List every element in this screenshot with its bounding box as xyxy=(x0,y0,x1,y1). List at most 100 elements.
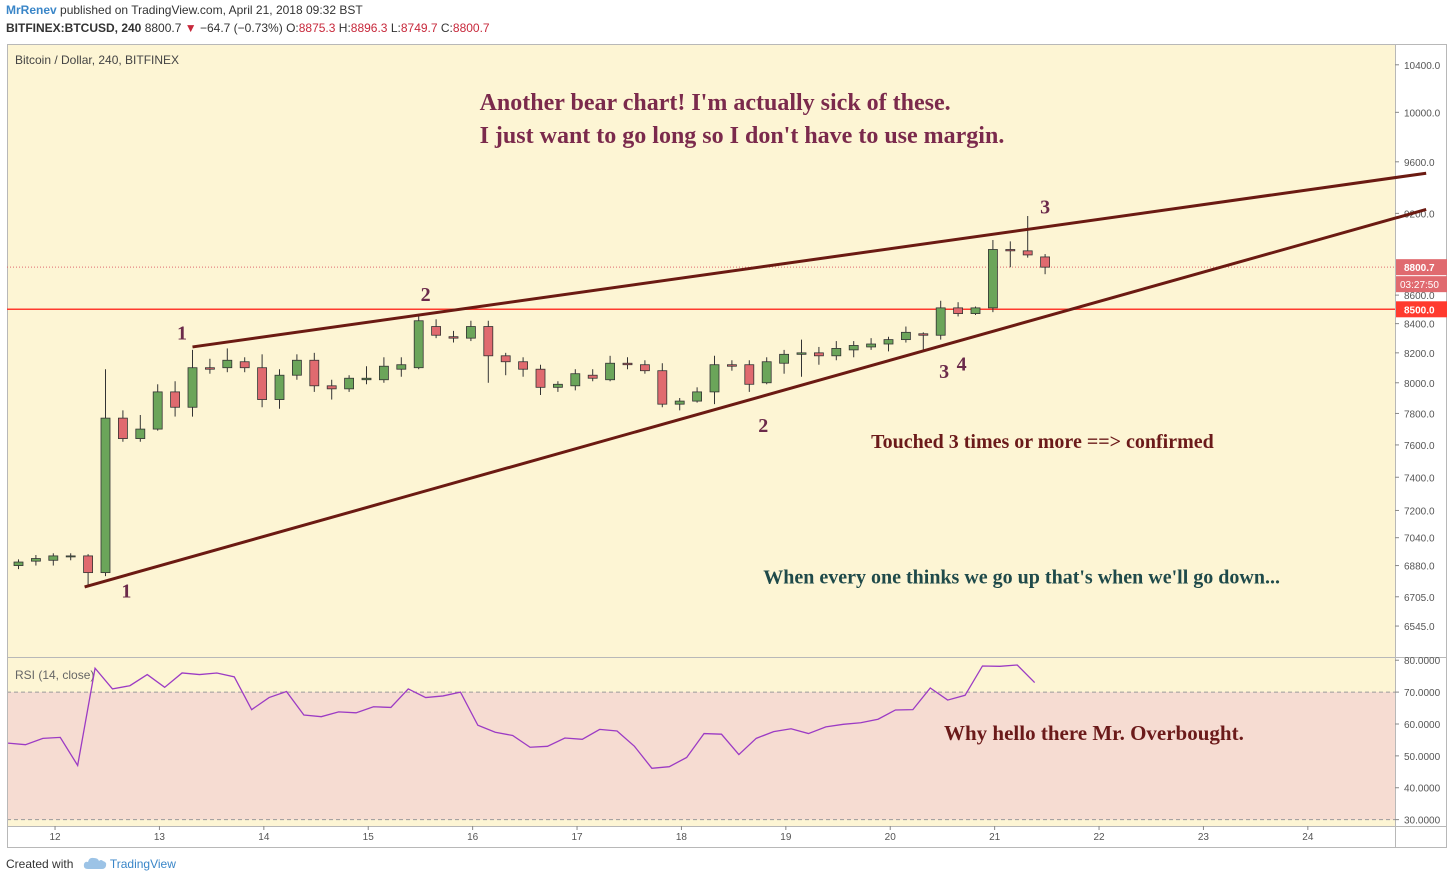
publish-text: published on TradingView.com, April 21, … xyxy=(60,3,363,17)
candle-body xyxy=(413,320,424,369)
price-tick-label: 9600.0 xyxy=(1404,158,1435,169)
candle-body xyxy=(170,391,181,408)
high-label: H: xyxy=(338,21,351,35)
candle-body xyxy=(326,385,337,390)
time-tick-label: 17 xyxy=(571,832,583,843)
rsi-tick-label: 50.0000 xyxy=(1404,752,1441,763)
price-tick-label: 7800.0 xyxy=(1404,409,1435,420)
trendline-lower xyxy=(84,207,1427,589)
touch-label: 2 xyxy=(421,284,431,306)
candle-body xyxy=(500,355,511,363)
candle-body xyxy=(518,361,528,370)
touch-label: 4 xyxy=(957,354,967,376)
candle-body xyxy=(570,373,581,387)
candle-body xyxy=(222,359,233,369)
time-tick-label: 22 xyxy=(1093,832,1105,843)
tradingview-link[interactable]: TradingView xyxy=(83,857,176,871)
time-tick-label: 15 xyxy=(363,832,375,843)
candle-body xyxy=(291,359,302,376)
price-tick-label: 10400.0 xyxy=(1404,61,1441,72)
tradingview-brand: TradingView xyxy=(109,857,176,871)
candle-body xyxy=(779,353,789,364)
time-tick-label: 16 xyxy=(467,832,479,843)
candle-body xyxy=(378,365,389,381)
support-price-tag-label: 8500.0 xyxy=(1404,305,1435,316)
candle-body xyxy=(535,368,546,388)
candle-body xyxy=(465,326,476,339)
candle-body xyxy=(796,352,807,355)
time-tick-label: 14 xyxy=(258,832,270,843)
countdown-tag xyxy=(1396,276,1447,293)
support-price-tag xyxy=(1396,301,1447,318)
high-value: 8896.3 xyxy=(350,21,388,35)
candle-body xyxy=(953,307,963,314)
close-label: C: xyxy=(440,21,453,35)
candle-body xyxy=(204,367,215,370)
candle-body xyxy=(100,417,111,574)
candle-body xyxy=(152,391,163,430)
close-value: 8800.7 xyxy=(452,21,490,35)
candle-body xyxy=(622,362,633,366)
candle-body xyxy=(13,561,24,566)
candle-body xyxy=(901,331,911,341)
countdown-tag-label: 03:27:50 xyxy=(1400,280,1439,291)
rsi-tick-label: 40.0000 xyxy=(1404,784,1441,795)
candle-body xyxy=(692,391,702,402)
price-tick-label: 7200.0 xyxy=(1404,506,1435,517)
author-link[interactable]: MrRenev xyxy=(6,3,57,17)
symbol-label: BITFINEX:BTCUSD, 240 xyxy=(6,21,142,35)
candle-body xyxy=(1022,250,1033,256)
time-tick-label: 13 xyxy=(154,832,166,843)
candle-body xyxy=(866,343,876,348)
chart-frame xyxy=(7,44,1447,848)
candle-body xyxy=(396,364,407,370)
annotation-headline-2: I just want to go long so I don't have t… xyxy=(480,123,1005,149)
candle-body xyxy=(118,417,128,439)
price-tick-label: 8600.0 xyxy=(1404,291,1435,302)
candle-body xyxy=(988,249,998,309)
price-tick-label: 7600.0 xyxy=(1404,441,1435,452)
rsi-tick-label: 30.0000 xyxy=(1404,816,1441,827)
rsi-annotation: Why hello there Mr. Overbought. xyxy=(944,721,1244,745)
candle-body xyxy=(187,367,198,408)
price-pane-background xyxy=(7,44,1395,657)
candle-body xyxy=(48,555,59,561)
trendline-upper xyxy=(192,171,1427,349)
time-tick-label: 18 xyxy=(676,832,688,843)
rsi-tick-label: 60.0000 xyxy=(1404,720,1441,731)
last-price: 8800.7 xyxy=(144,21,182,35)
open-value: 8875.3 xyxy=(298,21,336,35)
low-label: L: xyxy=(390,21,401,35)
rsi-tick-label: 80.0000 xyxy=(1404,656,1441,667)
candle-body xyxy=(674,400,685,405)
touch-label: 1 xyxy=(121,581,131,603)
candle-body xyxy=(1040,256,1050,268)
candle-body xyxy=(727,364,737,367)
time-tick-label: 20 xyxy=(885,832,897,843)
annotation-confirmed: Touched 3 times or more ==> confirmed xyxy=(871,431,1214,453)
candle-body xyxy=(30,558,41,562)
price-tick-label: 6545.0 xyxy=(1404,622,1435,633)
candle-body xyxy=(135,428,146,439)
price-tick-label: 8200.0 xyxy=(1404,349,1435,360)
time-tick-label: 24 xyxy=(1302,832,1314,843)
candle-body xyxy=(239,361,250,369)
low-value: 8749.7 xyxy=(400,21,438,35)
price-tick-label: 9200.0 xyxy=(1404,209,1435,220)
candle-body xyxy=(761,361,772,384)
candle-body xyxy=(814,352,824,357)
candle-body xyxy=(587,374,598,379)
time-tick-label: 21 xyxy=(989,832,1001,843)
candle-body xyxy=(970,307,981,314)
price-tick-label: 8400.0 xyxy=(1404,320,1435,331)
price-tick-label: 7400.0 xyxy=(1404,473,1435,484)
touch-label: 3 xyxy=(939,361,949,383)
rsi-tick-label: 70.0000 xyxy=(1404,688,1441,699)
candle-body xyxy=(709,364,720,393)
ohlc-bar: BITFINEX:BTCUSD, 240 8800.7 ▼ −64.7 (−0.… xyxy=(6,21,490,35)
candle-body xyxy=(257,367,268,400)
candle-body xyxy=(65,555,76,558)
price-tick-label: 10000.0 xyxy=(1404,108,1441,119)
created-with-label: Created with xyxy=(6,857,74,871)
